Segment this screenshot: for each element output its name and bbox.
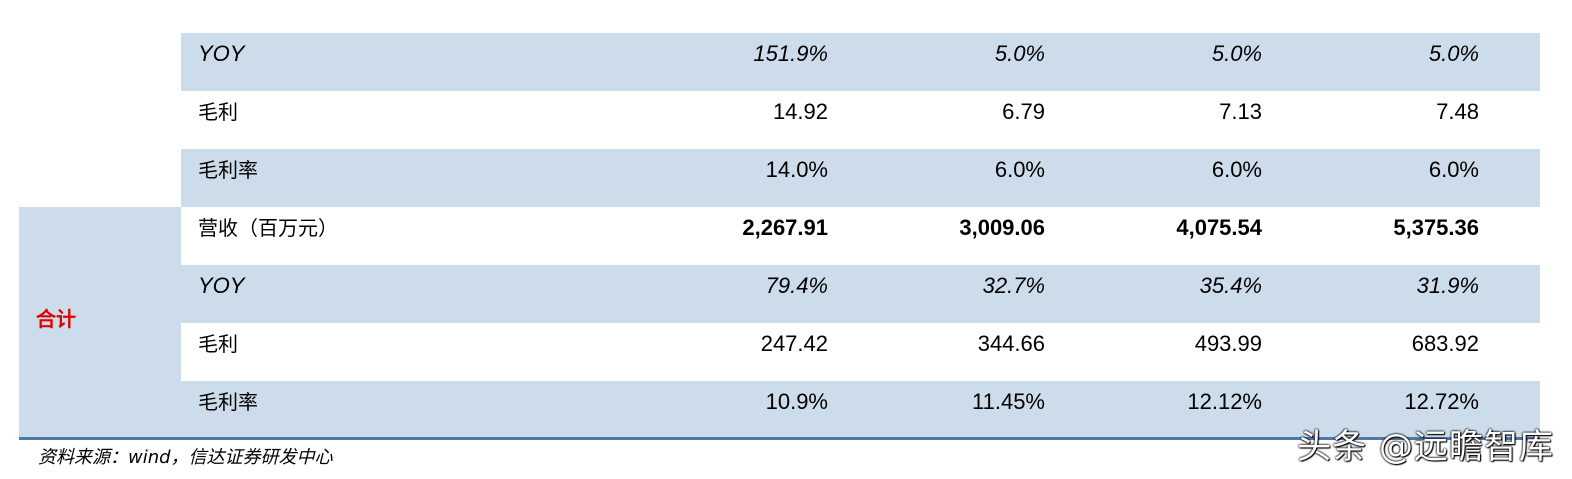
row-label: 毛利率: [198, 390, 258, 414]
table-cell: 2,267.91: [742, 215, 828, 240]
table-cell: 5.0%: [1428, 41, 1479, 66]
table-cell: 5.0%: [994, 41, 1045, 66]
table-cell: 79.4%: [765, 273, 828, 298]
group-label: 合计: [36, 307, 76, 331]
table-cell: 14.0%: [765, 157, 828, 182]
table-cell: 10.9%: [765, 389, 828, 414]
table-cell: 4,075.54: [1176, 215, 1262, 240]
table-cell: 3,009.06: [959, 215, 1045, 240]
table-cell: 14.92: [772, 99, 828, 124]
row-label: 毛利率: [198, 158, 258, 182]
table-cell: 344.66: [977, 331, 1045, 356]
table-cell: 5.0%: [1211, 41, 1262, 66]
row-label: 营收（百万元）: [198, 216, 338, 240]
table-cell: 6.79: [1002, 99, 1045, 124]
table-bottom-rule: [19, 437, 1540, 440]
table-row: YOY 79.4% 32.7% 35.4% 31.9%: [181, 265, 1540, 323]
table-row: 毛利 14.92 6.79 7.13 7.48: [181, 91, 1540, 149]
row-label: YOY: [198, 41, 245, 66]
table-cell: 11.45%: [972, 389, 1045, 414]
table-row: YOY 151.9% 5.0% 5.0% 5.0%: [181, 33, 1540, 91]
row-label: 毛利: [198, 332, 238, 356]
table-cell: 151.9%: [753, 41, 828, 66]
table-cell: 35.4%: [1199, 273, 1262, 298]
table-cell: 31.9%: [1416, 273, 1479, 298]
table-row: 毛利 247.42 344.66 493.99 683.92: [181, 323, 1540, 381]
table-cell: 32.7%: [982, 273, 1045, 298]
table-cell: 493.99: [1194, 331, 1262, 356]
table-row: 毛利率 10.9% 11.45% 12.12% 12.72%: [181, 381, 1540, 439]
watermark: 头条 @远瞻智库: [1297, 427, 1554, 467]
table-cell: 7.13: [1219, 99, 1262, 124]
table-row: 毛利率 14.0% 6.0% 6.0% 6.0%: [181, 149, 1540, 207]
row-label: 毛利: [198, 100, 238, 124]
table-cell: 12.72%: [1404, 389, 1479, 414]
table-row: 营收（百万元） 2,267.91 3,009.06 4,075.54 5,375…: [181, 207, 1540, 265]
table-cell: 6.0%: [1211, 157, 1262, 182]
table-cell: 6.0%: [1428, 157, 1479, 182]
table-cell: 5,375.36: [1393, 215, 1479, 240]
table-cell: 683.92: [1411, 331, 1479, 356]
table-cell: 7.48: [1436, 99, 1479, 124]
table-cell: 12.12%: [1187, 389, 1262, 414]
group-cell-total: 合计: [19, 207, 181, 438]
table-cell: 247.42: [760, 331, 828, 356]
table-cell: 6.0%: [994, 157, 1045, 182]
row-label: YOY: [198, 273, 245, 298]
source-note: 资料来源：wind，信达证券研发中心: [38, 447, 333, 468]
